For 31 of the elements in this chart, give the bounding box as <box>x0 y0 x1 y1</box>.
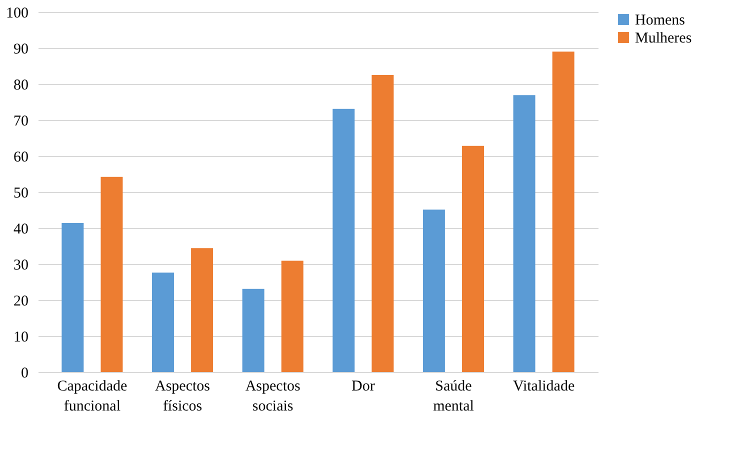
x-tick-label: Vitalidade <box>513 378 575 394</box>
y-tick-label: 100 <box>6 6 28 22</box>
y-tick-label: 40 <box>14 222 28 238</box>
bar <box>152 272 174 372</box>
x-tick-label: Dor <box>351 378 375 394</box>
y-tick-label: 80 <box>14 78 28 94</box>
y-tick-label: 30 <box>14 258 28 274</box>
y-tick-label: 60 <box>14 150 28 166</box>
y-tick-label: 20 <box>14 294 28 310</box>
x-tick-label: Aspectos sociais <box>245 378 300 414</box>
bar <box>332 108 355 372</box>
x-tick-label: Saúde mental <box>433 378 474 414</box>
bar <box>281 260 304 372</box>
bar <box>372 75 394 372</box>
y-tick-label: 10 <box>14 330 28 346</box>
legend-label: Homens <box>635 12 686 28</box>
y-tick-label: 50 <box>14 186 28 202</box>
x-tick-label: Aspectos físicos <box>155 378 210 414</box>
bar <box>462 146 484 372</box>
bar <box>62 222 84 372</box>
y-tick-label: 70 <box>14 114 28 130</box>
bar <box>513 95 536 372</box>
bar <box>552 52 574 372</box>
bar <box>191 248 214 372</box>
bar <box>422 210 445 372</box>
legend-label: Mulheres <box>635 30 692 46</box>
y-tick-label: 0 <box>21 366 28 382</box>
bar <box>242 288 264 372</box>
bar <box>100 176 123 372</box>
x-tick-label: Capacidade funcional <box>57 378 128 414</box>
y-tick-label: 90 <box>14 42 28 58</box>
